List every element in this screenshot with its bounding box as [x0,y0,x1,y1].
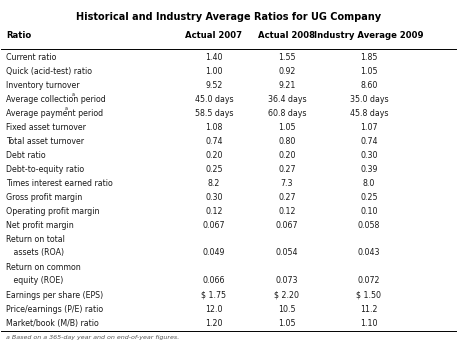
Text: 0.25: 0.25 [205,165,223,174]
Text: 0.10: 0.10 [360,207,377,216]
Text: 0.80: 0.80 [278,137,296,145]
Text: Times interest earned ratio: Times interest earned ratio [6,179,113,188]
Text: Ratio: Ratio [6,31,32,40]
Text: 0.067: 0.067 [276,221,298,230]
Text: Gross profit margin: Gross profit margin [6,193,82,202]
Text: 45.8 days: 45.8 days [350,109,388,118]
Text: Industry Average 2009: Industry Average 2009 [314,31,424,40]
Text: 8.0: 8.0 [363,179,375,188]
Text: 0.12: 0.12 [278,207,296,216]
Text: 0.20: 0.20 [278,151,296,160]
Text: 0.072: 0.072 [357,276,380,285]
Text: 0.20: 0.20 [205,151,223,160]
Text: Quick (acid-test) ratio: Quick (acid-test) ratio [6,67,92,75]
Text: 1.85: 1.85 [360,52,377,62]
Text: Debt ratio: Debt ratio [6,151,46,160]
Text: 58.5 days: 58.5 days [195,109,233,118]
Text: 0.92: 0.92 [278,67,296,75]
Text: Actual 2008: Actual 2008 [258,31,315,40]
Text: 0.058: 0.058 [358,221,380,230]
Text: Operating profit margin: Operating profit margin [6,207,100,216]
Text: Average collection period: Average collection period [6,95,106,104]
Text: 1.40: 1.40 [205,52,223,62]
Text: 0.043: 0.043 [357,248,380,257]
Text: 0.27: 0.27 [278,165,296,174]
Text: Total asset turnover: Total asset turnover [6,137,84,145]
Text: $ 1.75: $ 1.75 [202,291,226,300]
Text: 0.27: 0.27 [278,193,296,202]
Text: 11.2: 11.2 [360,305,377,314]
Text: 0.39: 0.39 [360,165,377,174]
Text: Average payment period: Average payment period [6,109,103,118]
Text: assets (ROA): assets (ROA) [6,248,64,257]
Text: Current ratio: Current ratio [6,52,57,62]
Text: 0.073: 0.073 [276,276,298,285]
Text: 1.10: 1.10 [360,319,377,328]
Text: 7.3: 7.3 [281,179,293,188]
Text: 45.0 days: 45.0 days [195,95,233,104]
Text: 1.08: 1.08 [205,122,223,132]
Text: 0.25: 0.25 [360,193,377,202]
Text: 36.4 days: 36.4 days [267,95,306,104]
Text: 0.049: 0.049 [203,248,225,257]
Text: 1.00: 1.00 [205,67,223,75]
Text: Return on common: Return on common [6,263,81,272]
Text: $ 2.20: $ 2.20 [274,291,299,300]
Text: 1.05: 1.05 [278,122,296,132]
Text: Historical and Industry Average Ratios for UG Company: Historical and Industry Average Ratios f… [76,12,381,22]
Text: 0.74: 0.74 [360,137,377,145]
Text: 1.20: 1.20 [205,319,223,328]
Text: Market/book (M/B) ratio: Market/book (M/B) ratio [6,319,99,328]
Text: 12.0: 12.0 [205,305,223,314]
Text: Debt-to-equity ratio: Debt-to-equity ratio [6,165,84,174]
Text: equity (ROE): equity (ROE) [6,276,64,285]
Text: 35.0 days: 35.0 days [350,95,388,104]
Text: 8.60: 8.60 [360,81,377,90]
Text: a Based on a 365-day year and on end-of-year figures.: a Based on a 365-day year and on end-of-… [6,335,180,340]
Text: Inventory turnover: Inventory turnover [6,81,80,90]
Text: 0.30: 0.30 [360,151,377,160]
Text: Earnings per share (EPS): Earnings per share (EPS) [6,291,103,300]
Text: $ 1.50: $ 1.50 [356,291,381,300]
Text: 1.05: 1.05 [278,319,296,328]
Text: a: a [72,92,75,97]
Text: Net profit margin: Net profit margin [6,221,74,230]
Text: Actual 2007: Actual 2007 [186,31,242,40]
Text: 1.55: 1.55 [278,52,296,62]
Text: 8.2: 8.2 [208,179,220,188]
Text: 60.8 days: 60.8 days [267,109,306,118]
Text: 1.05: 1.05 [360,67,377,75]
Text: 0.74: 0.74 [205,137,223,145]
Text: a: a [64,106,67,111]
Text: Fixed asset turnover: Fixed asset turnover [6,122,86,132]
Text: 10.5: 10.5 [278,305,296,314]
Text: 0.12: 0.12 [205,207,223,216]
Text: 0.30: 0.30 [205,193,223,202]
Text: 0.067: 0.067 [202,221,225,230]
Text: Return on total: Return on total [6,235,65,244]
Text: 1.07: 1.07 [360,122,377,132]
Text: 0.054: 0.054 [276,248,298,257]
Text: Price/earnings (P/E) ratio: Price/earnings (P/E) ratio [6,305,103,314]
Text: 9.21: 9.21 [278,81,296,90]
Text: 9.52: 9.52 [205,81,223,90]
Text: 0.066: 0.066 [202,276,225,285]
